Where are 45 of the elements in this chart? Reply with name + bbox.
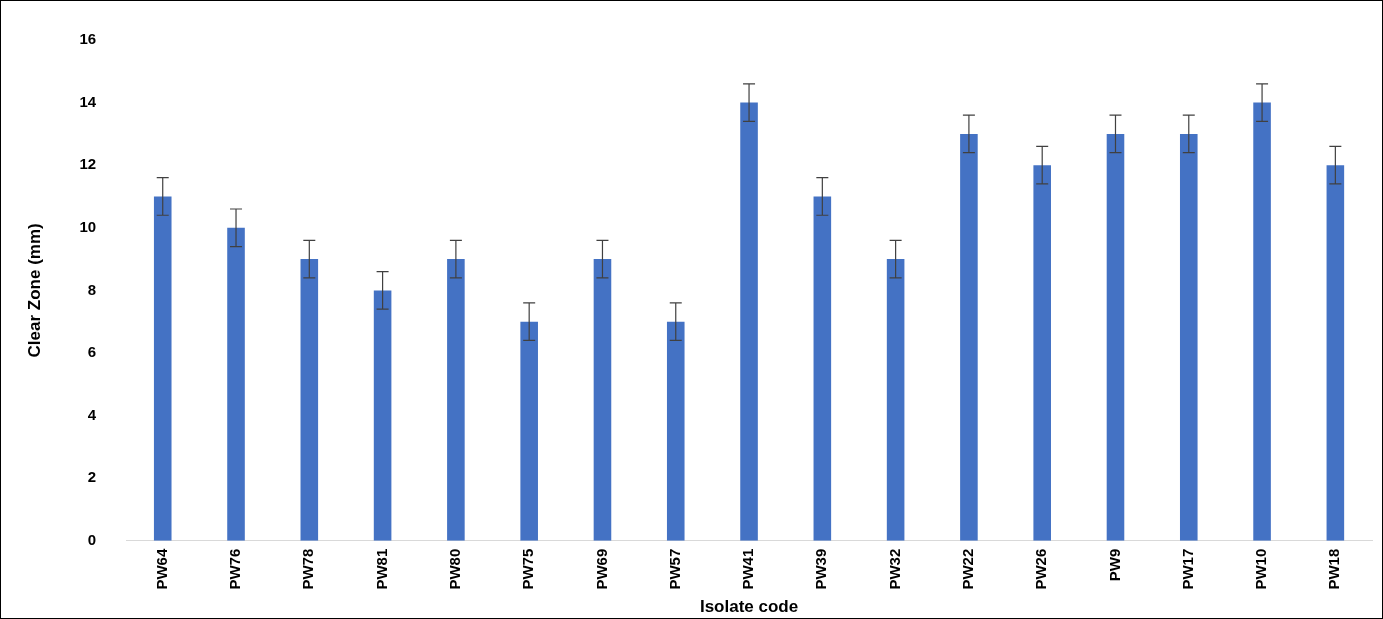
- bar: [227, 227, 245, 541]
- x-tick-label: PW22: [959, 548, 977, 590]
- bar: [1106, 133, 1125, 541]
- x-tick-label: PW80: [446, 548, 464, 590]
- x-tick-label: PW32: [885, 548, 903, 590]
- bar: [593, 259, 612, 541]
- x-tick-label: PW78: [299, 548, 317, 590]
- x-axis-title: Isolate code: [699, 597, 799, 617]
- bar: [813, 196, 832, 541]
- y-tick-label: 4: [87, 405, 97, 423]
- y-tick-label: 2: [87, 468, 97, 486]
- x-tick-label: PW26: [1032, 548, 1050, 590]
- bar: [1179, 133, 1198, 541]
- x-tick-label: PW57: [665, 548, 683, 590]
- bar: [1326, 165, 1345, 541]
- bar: [1033, 165, 1051, 541]
- x-tick-label: PW76: [226, 548, 244, 590]
- bar: [153, 196, 172, 541]
- y-tick-label: 8: [87, 280, 97, 298]
- y-tick-label: 14: [79, 92, 97, 110]
- bar: [300, 259, 319, 541]
- bar: [520, 321, 538, 541]
- y-tick-label: 12: [79, 155, 97, 173]
- x-tick-label: PW39: [812, 548, 830, 590]
- x-tick-label: PW18: [1325, 548, 1343, 590]
- x-tick-label: PW41: [739, 548, 757, 590]
- bar: [666, 321, 685, 541]
- bar: [740, 102, 758, 541]
- x-tick-label: PW81: [372, 548, 390, 590]
- y-tick-label: 16: [79, 30, 97, 48]
- y-tick-label: 10: [79, 217, 97, 235]
- x-tick-label: PW69: [592, 548, 610, 590]
- y-tick-label: 6: [87, 343, 97, 361]
- bar: [373, 290, 392, 541]
- y-axis-title: Clear Zone (mm): [24, 223, 44, 358]
- x-tick-label: PW17: [1178, 548, 1196, 590]
- x-tick-label: PW10: [1252, 548, 1270, 590]
- bar: [960, 133, 978, 541]
- bar: [447, 259, 465, 541]
- x-tick-label: PW75: [519, 548, 537, 590]
- x-tick-label: PW64: [152, 548, 170, 590]
- bar: [1253, 102, 1271, 541]
- x-tick-label: PW9: [1105, 548, 1123, 582]
- y-tick-label: 0: [87, 530, 97, 548]
- bar: [886, 259, 905, 541]
